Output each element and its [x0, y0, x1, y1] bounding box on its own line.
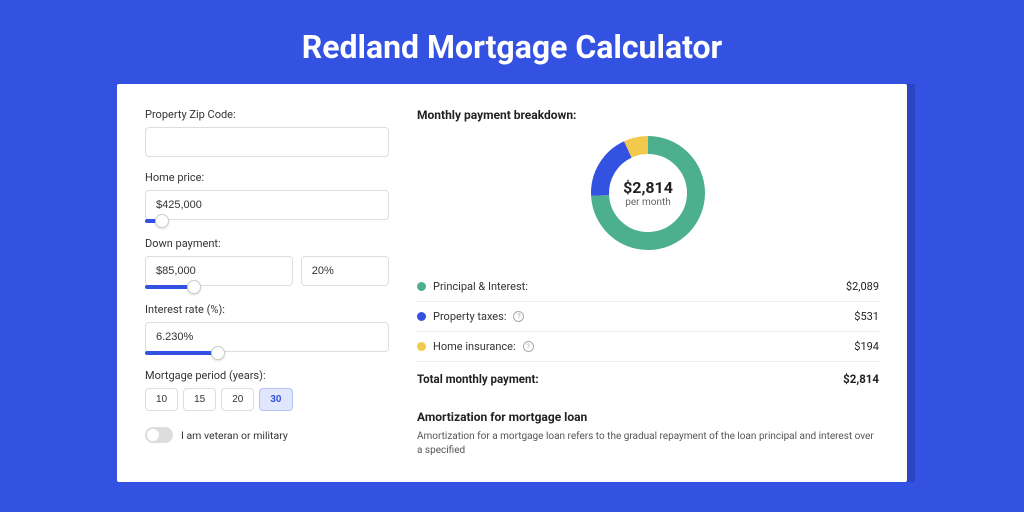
legend-label: Principal & Interest: — [433, 280, 528, 293]
legend-value: $194 — [854, 340, 879, 353]
breakdown-legend: Principal & Interest: $2,089 Property taxe… — [417, 272, 879, 361]
donut-sublabel: per month — [625, 197, 671, 208]
amortization-text: Amortization for a mortgage loan refers … — [417, 430, 879, 458]
interest-input[interactable] — [145, 322, 389, 352]
donut-amount: $2,814 — [623, 178, 673, 197]
donut-wrap: $2,814 per month — [417, 132, 879, 254]
interest-label: Interest rate (%): — [145, 303, 389, 316]
legend-label: Home insurance: — [433, 340, 516, 353]
veteran-label: I am veteran or military — [181, 429, 288, 442]
amortization-section: Amortization for mortgage loan Amortizat… — [417, 410, 879, 458]
veteran-toggle[interactable] — [145, 427, 173, 443]
page-title: Redland Mortgage Calculator — [0, 0, 1024, 84]
total-value: $2,814 — [843, 372, 879, 386]
home-price-field: Home price: — [145, 171, 389, 223]
breakdown-panel: Monthly payment breakdown: $2,814 per mo… — [417, 108, 879, 458]
period-field: Mortgage period (years): 10152030 — [145, 369, 389, 411]
home-price-label: Home price: — [145, 171, 389, 184]
info-icon[interactable]: ? — [513, 311, 524, 322]
home-price-input[interactable] — [145, 190, 389, 220]
interest-slider[interactable] — [145, 351, 389, 355]
period-button-30[interactable]: 30 — [259, 388, 292, 411]
zip-field: Property Zip Code: — [145, 108, 389, 157]
calculator-card: Property Zip Code: Home price: Down paym… — [117, 84, 907, 482]
info-icon[interactable]: ? — [523, 341, 534, 352]
down-payment-label: Down payment: — [145, 237, 389, 250]
legend-dot — [417, 342, 426, 351]
form-panel: Property Zip Code: Home price: Down paym… — [145, 108, 389, 458]
down-payment-field: Down payment: — [145, 237, 389, 289]
period-label: Mortgage period (years): — [145, 369, 389, 382]
legend-dot — [417, 312, 426, 321]
veteran-row: I am veteran or military — [145, 427, 389, 443]
period-buttons: 10152030 — [145, 388, 389, 411]
total-row: Total monthly payment: $2,814 — [417, 361, 879, 392]
period-button-15[interactable]: 15 — [183, 388, 216, 411]
down-payment-slider[interactable] — [145, 285, 389, 289]
payment-donut-chart: $2,814 per month — [587, 132, 709, 254]
interest-field: Interest rate (%): — [145, 303, 389, 355]
breakdown-title: Monthly payment breakdown: — [417, 108, 879, 122]
down-payment-input[interactable] — [145, 256, 293, 286]
legend-dot — [417, 282, 426, 291]
zip-input[interactable] — [145, 127, 389, 157]
total-label: Total monthly payment: — [417, 372, 539, 386]
period-button-10[interactable]: 10 — [145, 388, 178, 411]
legend-value: $2,089 — [846, 280, 879, 293]
home-price-slider[interactable] — [145, 219, 389, 223]
zip-label: Property Zip Code: — [145, 108, 389, 121]
down-payment-pct-input[interactable] — [301, 256, 389, 286]
period-button-20[interactable]: 20 — [221, 388, 254, 411]
legend-row: Principal & Interest: $2,089 — [417, 272, 879, 302]
legend-row: Home insurance:? $194 — [417, 332, 879, 361]
legend-row: Property taxes:? $531 — [417, 302, 879, 332]
legend-value: $531 — [854, 310, 879, 323]
amortization-title: Amortization for mortgage loan — [417, 410, 879, 424]
legend-label: Property taxes: — [433, 310, 506, 323]
